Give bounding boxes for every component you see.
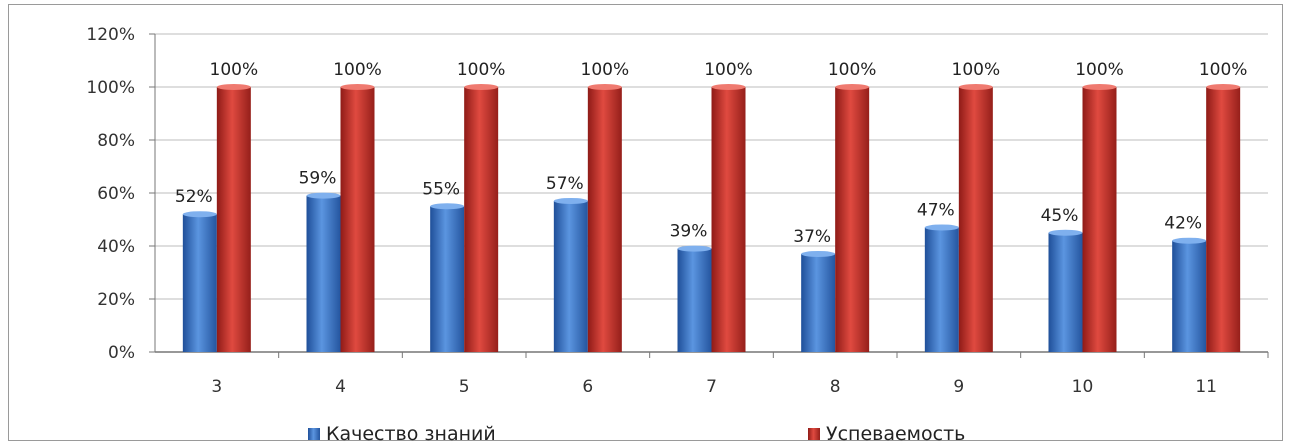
bar-top: [1206, 84, 1241, 90]
y-tick-label: 0%: [108, 343, 135, 363]
data-label: 100%: [828, 60, 877, 80]
bar-top: [340, 84, 375, 90]
bar-quality: [182, 214, 217, 352]
bar-quality: [801, 253, 836, 352]
x-tick-label: 4: [335, 377, 346, 397]
bar-progress: [464, 87, 499, 352]
data-label: 100%: [581, 60, 630, 80]
data-label: 57%: [546, 174, 584, 194]
bar-progress: [340, 87, 375, 352]
bar-top: [1082, 84, 1117, 90]
data-label: 37%: [793, 227, 831, 247]
bar-progress: [958, 87, 993, 352]
legend: Качество знаний Успеваемость: [308, 423, 965, 443]
data-label: 100%: [333, 60, 382, 80]
data-label: 100%: [704, 60, 753, 80]
bar-top: [430, 203, 465, 210]
bar-top: [958, 84, 993, 90]
data-label: 47%: [917, 200, 955, 220]
legend-swatch-1: [808, 428, 820, 440]
bar-progress: [216, 87, 251, 352]
data-label: 100%: [952, 60, 1001, 80]
bar-top: [1048, 229, 1083, 236]
data-label: 45%: [1041, 206, 1079, 226]
bar-top: [801, 250, 836, 257]
bar-top: [587, 84, 622, 90]
bar-quality: [924, 227, 959, 352]
bar-quality: [430, 206, 465, 352]
bar-top: [464, 84, 499, 90]
bar-top: [924, 224, 959, 231]
legend-label-1: Успеваемость: [826, 423, 965, 443]
y-tick-label: 60%: [97, 184, 135, 204]
data-labels: 52% 100% 59% 100% 55% 100% 57% 100% 39% 100% 37% 10…: [175, 60, 1248, 247]
x-tick-label: 5: [459, 377, 470, 397]
y-tick-label: 20%: [97, 290, 135, 310]
axes: 0% 20% 40% 60% 80% 100% 120% 3 4 5 6 7 8 9 10 11: [86, 25, 1269, 397]
x-tick-label: 3: [211, 377, 222, 397]
x-tick-label: 6: [582, 377, 593, 397]
data-label: 100%: [457, 60, 506, 80]
bar-progress: [1206, 87, 1241, 352]
data-label: 39%: [670, 222, 708, 242]
x-tick-label: 7: [706, 377, 717, 397]
data-label: 52%: [175, 187, 213, 207]
data-label: 42%: [1164, 214, 1202, 234]
bar-top: [1172, 237, 1207, 244]
y-tick-label: 120%: [86, 25, 135, 45]
bars: [182, 84, 1241, 352]
data-label: 59%: [299, 169, 337, 189]
data-label: 55%: [422, 179, 460, 199]
bar-top: [306, 192, 341, 199]
legend-swatch-0: [308, 428, 320, 440]
bar-top: [835, 84, 870, 90]
bar-quality: [1048, 232, 1083, 352]
bar-quality: [553, 200, 588, 352]
y-tick-label: 80%: [97, 131, 135, 151]
legend-label-0: Качество знаний: [326, 423, 496, 443]
bar-top: [711, 84, 746, 90]
bar-quality: [306, 195, 341, 352]
bar-top: [216, 84, 251, 90]
bar-progress: [587, 87, 622, 352]
x-tick-label: 8: [830, 377, 841, 397]
x-tick-label: 10: [1072, 377, 1094, 397]
y-tick-label: 100%: [86, 78, 135, 98]
bar-top: [182, 211, 217, 218]
bar-progress: [835, 87, 870, 352]
x-tick-label: 11: [1195, 377, 1217, 397]
bar-quality: [1172, 240, 1207, 352]
x-tick-label: 9: [953, 377, 964, 397]
bar-top: [677, 245, 712, 252]
bar-top: [553, 197, 588, 204]
data-label: 100%: [1075, 60, 1124, 80]
data-label: 100%: [1199, 60, 1248, 80]
y-tick-label: 40%: [97, 237, 135, 257]
bar-progress: [1082, 87, 1117, 352]
data-label: 100%: [210, 60, 259, 80]
bar-progress: [711, 87, 746, 352]
bar-quality: [677, 248, 712, 352]
